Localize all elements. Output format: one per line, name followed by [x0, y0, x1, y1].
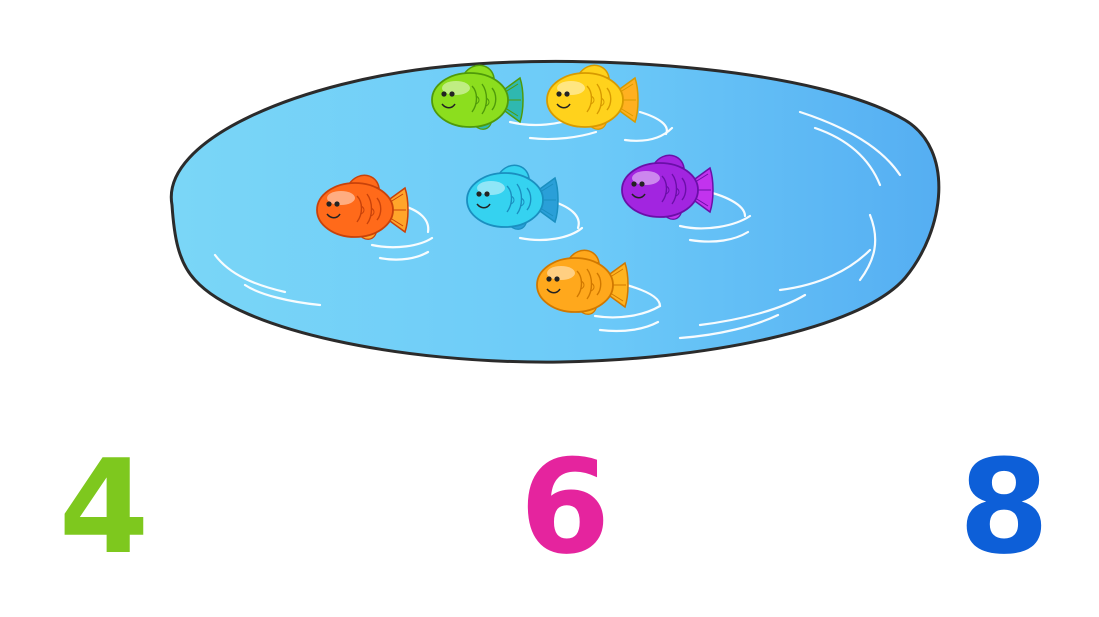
fish-green[interactable] [431, 64, 524, 130]
answer-option-6[interactable]: 6 [519, 431, 611, 583]
fish-yellow[interactable] [546, 64, 639, 130]
fish-purple[interactable] [621, 154, 714, 220]
answer-option-4[interactable]: 4 [58, 431, 150, 583]
fish-orange[interactable] [536, 249, 629, 315]
fish-cyan[interactable] [466, 164, 559, 230]
answer-option-8[interactable]: 8 [958, 431, 1050, 583]
fish-orange-red[interactable] [316, 174, 409, 240]
fish-group [316, 64, 714, 315]
